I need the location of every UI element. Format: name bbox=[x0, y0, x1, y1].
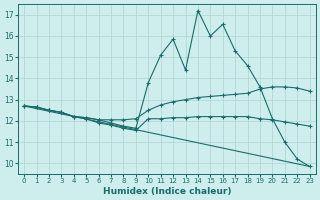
X-axis label: Humidex (Indice chaleur): Humidex (Indice chaleur) bbox=[103, 187, 231, 196]
